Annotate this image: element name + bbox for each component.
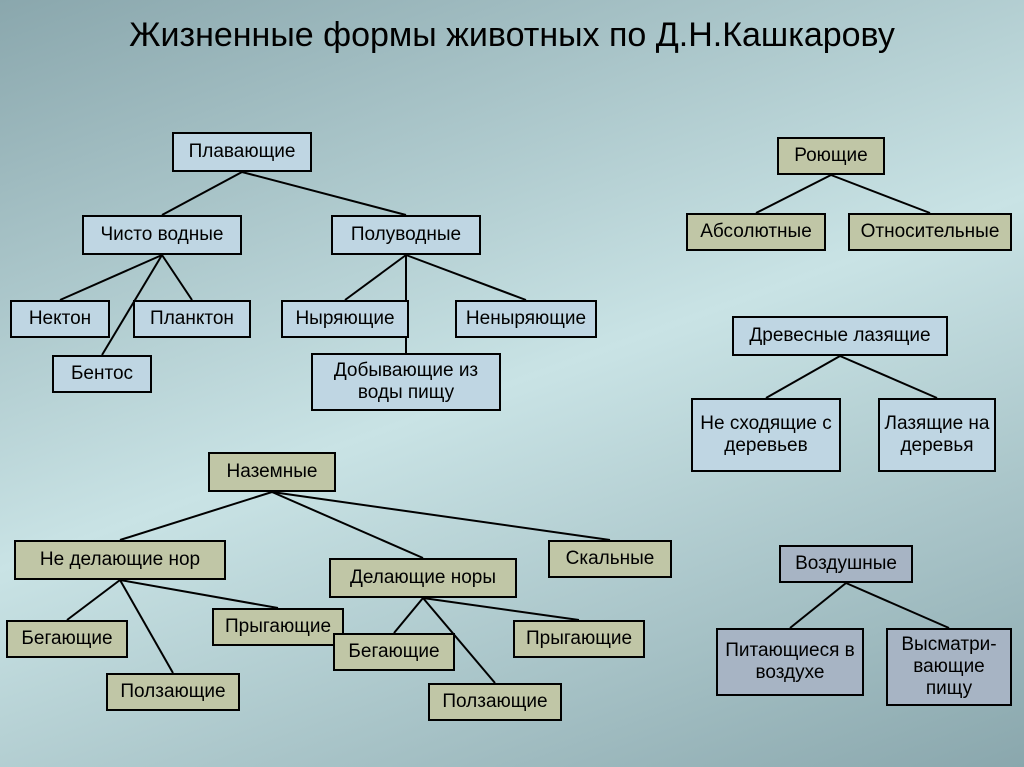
node-ground: Наземные <box>208 452 336 492</box>
node-swim: Плавающие <box>172 132 312 172</box>
node-climbtree: Лазящие на деревья <box>878 398 996 472</box>
node-jump2: Прыгающие <box>513 620 645 658</box>
node-rocky: Скальные <box>548 540 672 578</box>
node-nondiving: Неныряющие <box>455 300 597 338</box>
node-noburrow: Не делающие нор <box>14 540 226 580</box>
node-benthos: Бентос <box>52 355 152 393</box>
edge-layer <box>0 0 1024 767</box>
node-jump1: Прыгающие <box>212 608 344 646</box>
node-absolute: Абсолютные <box>686 213 826 251</box>
node-aquatic: Чисто водные <box>82 215 242 255</box>
node-run1: Бегающие <box>6 620 128 658</box>
node-nottree: Не сходящие с деревьев <box>691 398 841 472</box>
node-dig: Роющие <box>777 137 885 175</box>
node-foodwater: Добывающие из воды пищу <box>311 353 501 411</box>
node-crawl1: Ползающие <box>106 673 240 711</box>
node-diving: Ныряющие <box>281 300 409 338</box>
diagram-title: Жизненные формы животных по Д.Н.Кашкаров… <box>0 16 1024 55</box>
node-plankton: Планктон <box>133 300 251 338</box>
node-aerial: Воздушные <box>779 545 913 583</box>
diagram-stage: Жизненные формы животных по Д.Н.Кашкаров… <box>0 0 1024 767</box>
node-feedair: Питающиеся в воздухе <box>716 628 864 696</box>
node-run2: Бегающие <box>333 633 455 671</box>
node-relative: Относительные <box>848 213 1012 251</box>
node-arboreal: Древесные лазящие <box>732 316 948 356</box>
node-crawl2: Ползающие <box>428 683 562 721</box>
node-lookfood: Высматри- вающие пищу <box>886 628 1012 706</box>
node-burrow: Делающие норы <box>329 558 517 598</box>
node-nekton: Нектон <box>10 300 110 338</box>
node-semiaq: Полуводные <box>331 215 481 255</box>
